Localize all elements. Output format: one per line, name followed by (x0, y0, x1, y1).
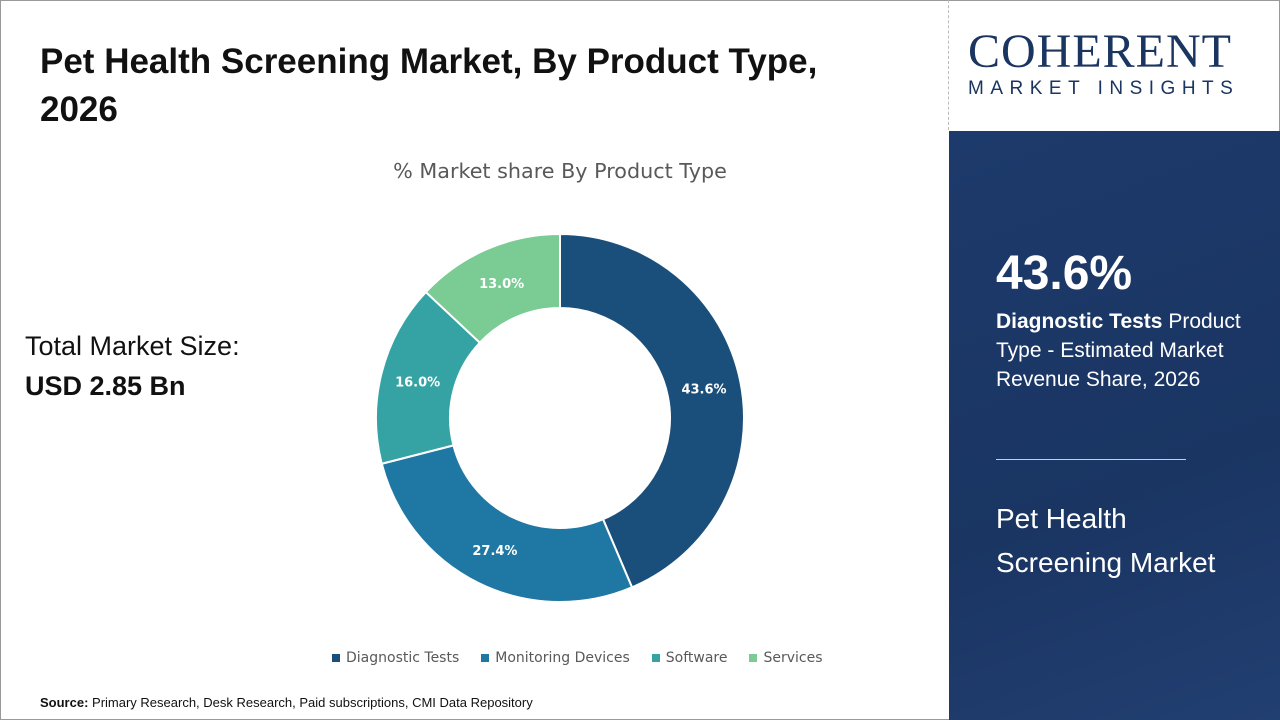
total-label: Total Market Size: (25, 331, 240, 361)
legend-swatch (651, 654, 660, 662)
market-name: Pet Health Screening Market (996, 503, 1216, 578)
legend-swatch (749, 654, 758, 662)
highlight-description: Diagnostic Tests Product Type - Estimate… (996, 307, 1266, 394)
legend-label: Monitoring Devices (495, 650, 630, 666)
legend-label: Services (763, 650, 823, 666)
donut-slice (380, 444, 634, 603)
donut-slice (559, 232, 745, 589)
legend-item: Diagnostic Tests (332, 650, 459, 666)
divider (948, 0, 949, 130)
donut-slice (424, 232, 561, 345)
logo-bottom: MARKET INSIGHTS (968, 78, 1240, 99)
highlight-panel: 43.6% Diagnostic Tests Product Type - Es… (949, 131, 1280, 720)
legend-item: Monitoring Devices (481, 650, 630, 666)
total-value: USD 2.85 Bn (25, 371, 186, 401)
logo: COHERENT MARKET INSIGHTS (968, 28, 1268, 100)
page-title: Pet Health Screening Market, By Product … (40, 42, 818, 129)
legend-label: Software (665, 650, 728, 666)
source: Source: Primary Research, Desk Research,… (40, 695, 533, 710)
panel-divider (996, 459, 1186, 460)
legend: Diagnostic Tests Monitoring Devices Softwa… (332, 650, 823, 666)
total-market-size: Total Market Size: USD 2.85 Bn (25, 326, 240, 406)
legend-label: Diagnostic Tests (346, 650, 460, 666)
legend-item: Software (651, 650, 728, 666)
data-label: 16.0% (395, 375, 440, 390)
chart-title: % Market share By Product Type (393, 160, 727, 184)
data-label: 13.0% (479, 277, 524, 292)
legend-swatch (481, 654, 490, 662)
logo-top: COHERENT (968, 25, 1232, 78)
legend-item: Services (749, 650, 823, 666)
data-label: 43.6% (681, 383, 726, 398)
legend-swatch (332, 654, 340, 662)
source-text: Primary Research, Desk Research, Paid su… (88, 695, 533, 710)
highlight-text: Product Type - Estimated Market Revenue … (996, 310, 1241, 391)
highlight-percent: 43.6% (996, 247, 1133, 300)
highlight-segment: Diagnostic Tests (996, 310, 1163, 333)
source-label: Source: (40, 695, 89, 710)
data-label: 27.4% (472, 544, 517, 559)
